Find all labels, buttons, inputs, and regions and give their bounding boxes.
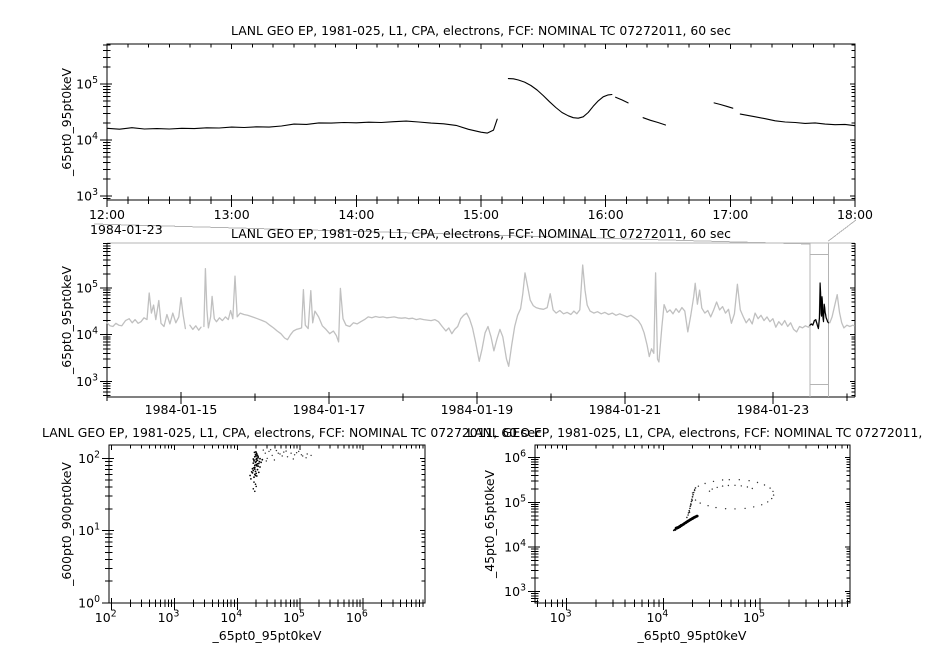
panel-scatter-left[interactable] (109, 445, 425, 603)
scatter-bottom-left-sparse-trail (262, 449, 312, 462)
bottom-right-x-axis-label: _65pt0_95pt0keV (637, 628, 747, 643)
svg-text:105: 105 (76, 279, 98, 296)
svg-text:103: 103 (550, 609, 572, 626)
scatter-bottom-left-x-axis: 102 103 104 105 106 (95, 445, 424, 626)
svg-text:1984-01-21: 1984-01-21 (589, 402, 662, 417)
svg-text:104: 104 (646, 609, 668, 626)
middle-y-axis-label: _65pt0_95pt0keV (59, 266, 74, 374)
svg-text:104: 104 (504, 538, 526, 555)
svg-text:1984-01-15: 1984-01-15 (145, 402, 218, 417)
bottom-left-panel-title: LANL GEO EP, 1981-025, L1, CPA, electron… (42, 425, 542, 440)
svg-text:104: 104 (220, 609, 242, 626)
panel-context-overview[interactable] (107, 243, 855, 397)
svg-text:100: 100 (78, 594, 100, 611)
svg-text:17:00: 17:00 (712, 207, 748, 222)
bottom-right-panel-title: LANL GEO EP, 1981-025, L1, CPA, electron… (467, 425, 926, 440)
top-y-axis-label: _65pt0_95pt0keV (59, 68, 74, 176)
scatter-bottom-right-inner-arc (708, 484, 753, 492)
bottom-left-y-axis-label: _600pt0_900pt0keV (59, 462, 74, 586)
context-highlight-box[interactable] (810, 243, 829, 397)
svg-text:103: 103 (158, 609, 180, 626)
svg-text:1984-01-19: 1984-01-19 (441, 402, 514, 417)
panel-scatter-right[interactable] (535, 445, 850, 603)
svg-text:102: 102 (78, 449, 100, 466)
panel-top-timeseries[interactable] (107, 44, 855, 200)
svg-text:104: 104 (76, 326, 98, 343)
svg-text:103: 103 (504, 583, 526, 600)
svg-text:18:00: 18:00 (837, 207, 873, 222)
bottom-right-y-axis-label: _45pt0_65pt0keV (482, 470, 497, 578)
svg-text:102: 102 (95, 609, 117, 626)
top-timeseries-series (106, 78, 856, 134)
context-overview-x-axis: 1984-01-15 1984-01-17 1984-01-19 1984-01-21… (106, 392, 848, 417)
svg-text:103: 103 (76, 372, 98, 389)
context-zoom-decorations (93, 219, 857, 397)
svg-text:103: 103 (76, 187, 98, 204)
scatter-bottom-left-dense-cluster (249, 451, 264, 480)
svg-text:101: 101 (78, 522, 100, 539)
svg-text:13:00: 13:00 (214, 207, 250, 222)
middle-panel-title: LANL GEO EP, 1981-025, L1, CPA, electron… (231, 226, 731, 241)
svg-text:15:00: 15:00 (463, 207, 499, 222)
svg-text:12:00: 12:00 (89, 207, 125, 222)
context-date-label: 1984-01-23 (90, 222, 163, 237)
svg-text:16:00: 16:00 (588, 207, 624, 222)
svg-text:105: 105 (504, 493, 526, 510)
scatter-bottom-right-streak-outliers (672, 528, 677, 532)
svg-text:106: 106 (346, 609, 368, 626)
context-overview-series (809, 282, 829, 330)
svg-text:1984-01-17: 1984-01-17 (293, 402, 366, 417)
scatter-bottom-right-rising-trail (686, 487, 697, 519)
scatter-bottom-right-dotted-loop (691, 479, 775, 510)
svg-text:105: 105 (743, 609, 765, 626)
svg-text:105: 105 (283, 609, 305, 626)
top-timeseries-x-axis: 12:00 13:00 14:00 15:00 16:00 17:00 18:00 (89, 44, 873, 222)
bottom-left-x-axis-label: _65pt0_95pt0keV (212, 628, 322, 643)
svg-text:106: 106 (504, 449, 526, 466)
svg-text:104: 104 (76, 131, 98, 148)
context-overview-series (106, 264, 855, 367)
svg-text:105: 105 (76, 75, 98, 92)
scatter-bottom-left-low-outliers (252, 481, 257, 493)
svg-text:1984-01-23: 1984-01-23 (737, 402, 810, 417)
top-panel-title: LANL GEO EP, 1981-025, L1, CPA, electron… (231, 23, 731, 38)
scatter-bottom-right-dense-streak (674, 514, 699, 530)
svg-text:14:00: 14:00 (338, 207, 374, 222)
